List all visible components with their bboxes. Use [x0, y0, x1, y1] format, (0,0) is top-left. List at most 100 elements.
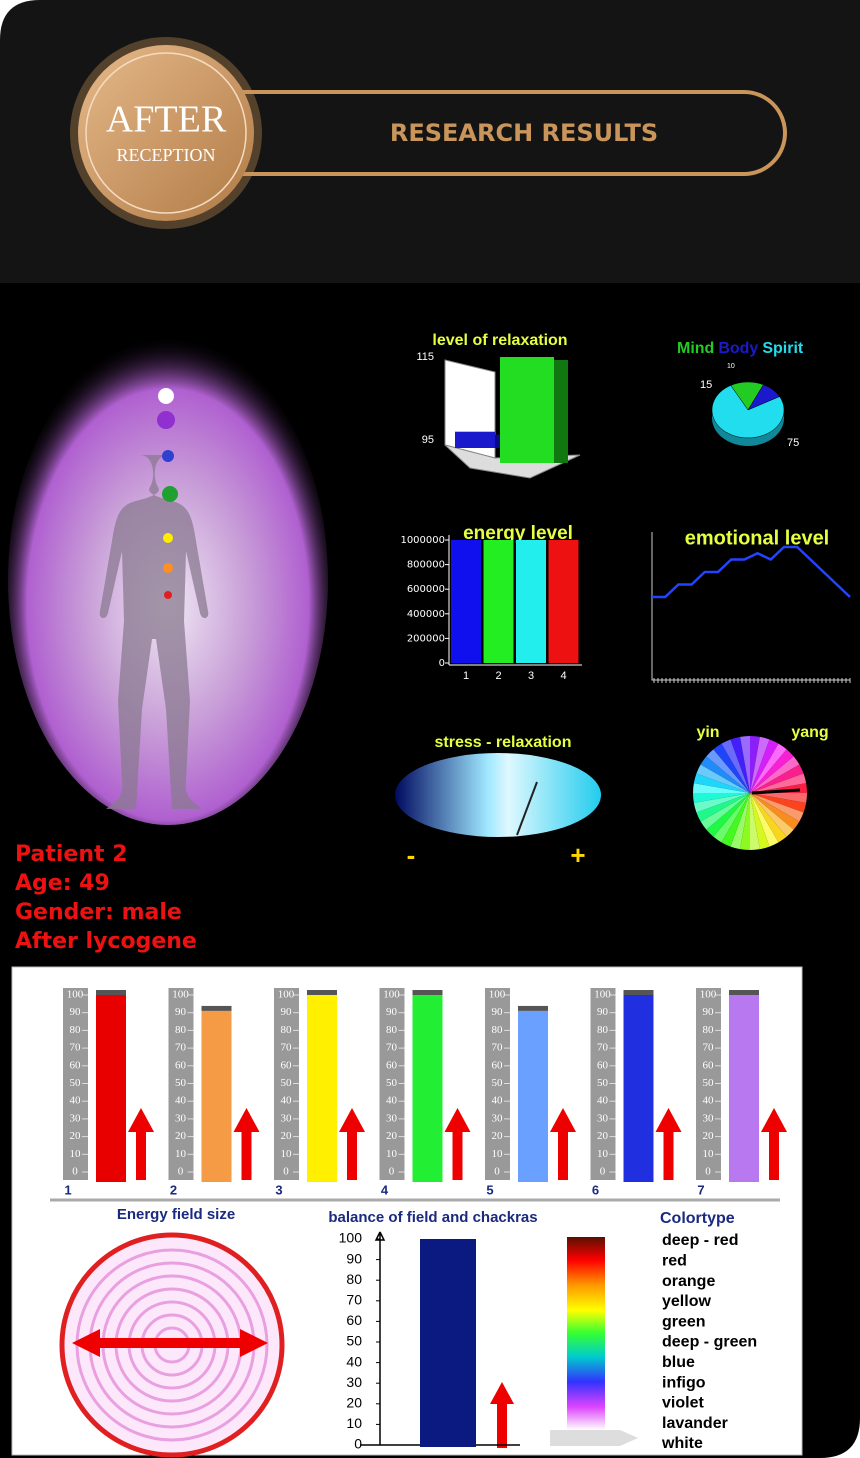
- y-tick-label: 60: [492, 1059, 504, 1071]
- bar: [451, 540, 481, 663]
- y-tick-label: 80: [597, 1024, 609, 1036]
- wheel-wedge: [696, 793, 750, 822]
- y-tick-label: 20: [175, 1130, 187, 1142]
- bar-cap: [201, 1005, 232, 1011]
- wheel-wedge: [740, 793, 750, 850]
- y-tick-label: 30: [386, 1112, 398, 1124]
- y-tick-label: 40: [70, 1095, 82, 1107]
- badge: [78, 45, 254, 221]
- bar-number: 5: [486, 1182, 493, 1197]
- y-tick-label: 80: [492, 1024, 504, 1036]
- colortype-arrow: [550, 1430, 638, 1446]
- bar: [729, 995, 759, 1182]
- wheel-wedge: [750, 743, 787, 793]
- y-tick-label: 10: [492, 1148, 504, 1160]
- scale-plus: +: [570, 840, 585, 870]
- y-tick-label: 400000: [407, 609, 445, 620]
- colortype-item: deep - red: [662, 1232, 738, 1249]
- bar-number: 7: [697, 1182, 704, 1197]
- bar: [516, 540, 546, 663]
- bar: [455, 431, 495, 448]
- y-tick-label: 100: [172, 989, 189, 1001]
- wheel-wedge: [713, 743, 750, 793]
- y-tick-label: 30: [281, 1112, 293, 1124]
- bar: [548, 540, 579, 663]
- patient-info: After lycogene: [15, 929, 197, 954]
- wheel-wedge: [750, 793, 804, 822]
- y-tick-label: 40: [703, 1095, 715, 1107]
- y-tick-label: 90: [386, 1006, 398, 1018]
- chakra-dots: [157, 388, 178, 599]
- y-tick-label: 70: [492, 1042, 504, 1054]
- body-silhouette: [99, 455, 209, 809]
- bar: [500, 357, 554, 463]
- up-arrow: [761, 1108, 787, 1180]
- scale-minus: -: [407, 840, 416, 870]
- y-tick-label: 50: [346, 1333, 362, 1349]
- colortype-item: blue: [662, 1354, 695, 1371]
- y-tick-label: 60: [70, 1059, 82, 1071]
- bar: [96, 995, 126, 1182]
- x-tick-label: 4: [560, 670, 566, 682]
- wheel-wedge: [693, 793, 750, 813]
- bar: [307, 995, 337, 1182]
- pie-value-label: 10: [727, 363, 735, 370]
- y-tick-label: 50: [281, 1077, 293, 1089]
- wheel-wedge: [750, 793, 770, 850]
- wheel-wedge: [750, 793, 800, 830]
- y-tick-label: 10: [175, 1148, 187, 1160]
- y-tick-label: 100: [594, 989, 611, 1001]
- bar: [201, 1010, 232, 1182]
- y-tick-label: 70: [703, 1042, 715, 1054]
- wheel-wedge: [750, 773, 807, 793]
- x-tick-label: 3: [528, 670, 534, 682]
- y-tick-label: 100: [278, 989, 295, 1001]
- wheel-wedge: [730, 736, 750, 793]
- x-tick-label: 2: [495, 670, 501, 682]
- y-tick-label: 70: [175, 1042, 187, 1054]
- y-tick-label: 80: [70, 1024, 82, 1036]
- y-tick-label: 50: [175, 1077, 187, 1089]
- bar: [623, 995, 654, 1182]
- y-tick-label: 0: [354, 1436, 362, 1452]
- y-tick-label: 50: [70, 1077, 82, 1089]
- bar-number: 1: [64, 1182, 71, 1197]
- y-tick-label: 50: [597, 1077, 609, 1089]
- stress-needle: [516, 781, 538, 836]
- y-tick-label: 70: [346, 1292, 362, 1308]
- y-tick-label: 0: [439, 658, 445, 669]
- y-tick-label: 40: [597, 1095, 609, 1107]
- chart-title: stress - relaxation: [435, 734, 572, 751]
- chart-title: emotional level: [685, 527, 830, 549]
- emotion-line: [652, 545, 851, 599]
- up-arrow: [655, 1108, 682, 1180]
- bar-number: 4: [381, 1182, 389, 1197]
- y-tick-label: 80: [346, 1271, 362, 1287]
- wheel-wedge: [750, 793, 794, 837]
- y-tick-label: 40: [281, 1095, 293, 1107]
- y-tick-label: 0: [283, 1166, 289, 1178]
- y-tick-label: 100: [67, 989, 84, 1001]
- wheel-wedge: [750, 736, 760, 793]
- y-tick-label: 1000000: [400, 535, 445, 546]
- badge-ring: [85, 52, 247, 214]
- bar: [412, 995, 443, 1182]
- y-tick-label: 100: [489, 989, 506, 1001]
- colortype-bar: [567, 1237, 605, 1430]
- wheel-wedge: [700, 793, 750, 830]
- y-tick-label: 20: [597, 1130, 609, 1142]
- y-tick-label: 40: [386, 1095, 398, 1107]
- y-tick-label: 60: [597, 1059, 609, 1071]
- y-tick-label: 10: [597, 1148, 609, 1160]
- y-tick-label: 90: [346, 1250, 362, 1266]
- y-tick-label: 200000: [407, 633, 445, 644]
- colortype-item: violet: [662, 1395, 704, 1412]
- wheel-wedge: [721, 793, 750, 847]
- wheel-wedge: [750, 793, 807, 803]
- y-tick-label: 70: [70, 1042, 82, 1054]
- y-tick-label: 40: [492, 1095, 504, 1107]
- colortype-item: green: [662, 1313, 706, 1330]
- y-tick-label: 30: [703, 1112, 715, 1124]
- bar-number: 2: [170, 1182, 177, 1197]
- colortype-item: yellow: [662, 1293, 711, 1310]
